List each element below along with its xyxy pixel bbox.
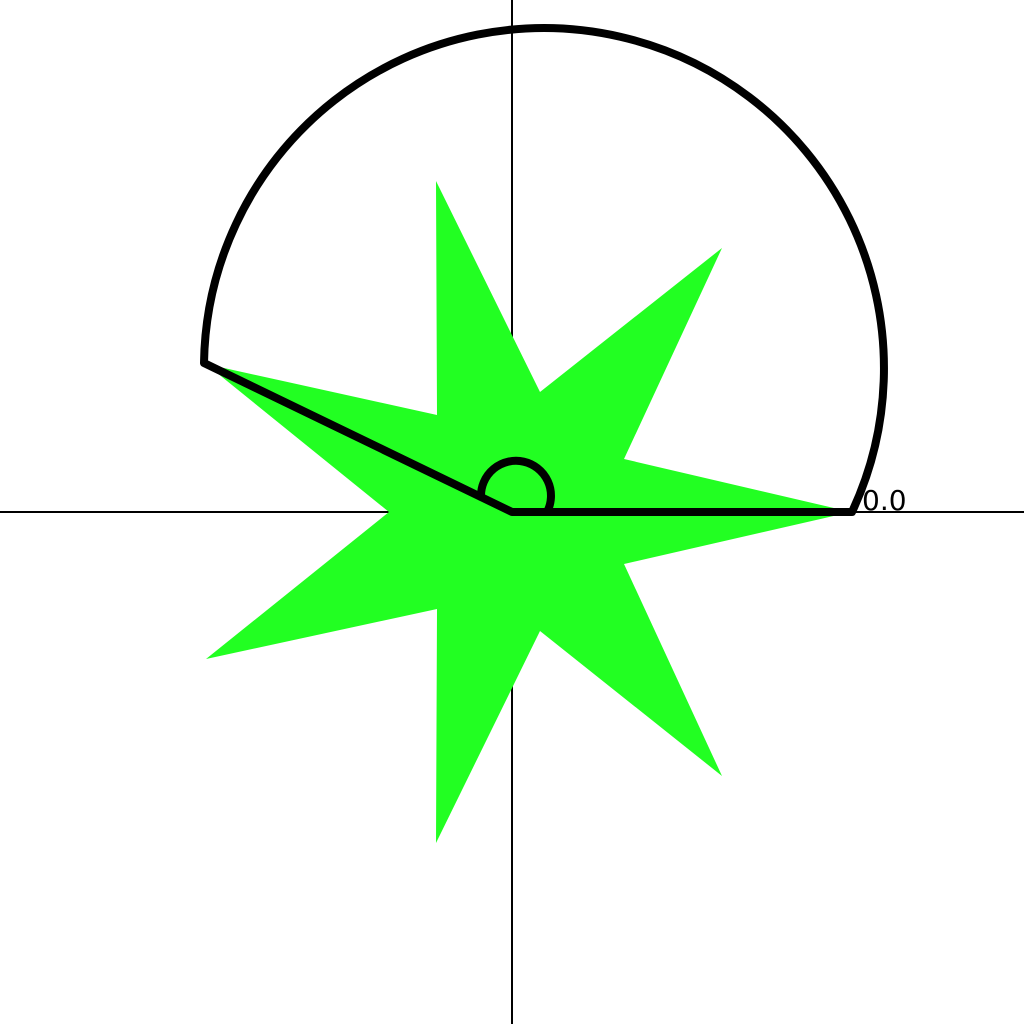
angle-readout: 0.0 [862,484,907,517]
sector-outline [200,24,888,516]
angle-marker-arc [476,456,555,516]
